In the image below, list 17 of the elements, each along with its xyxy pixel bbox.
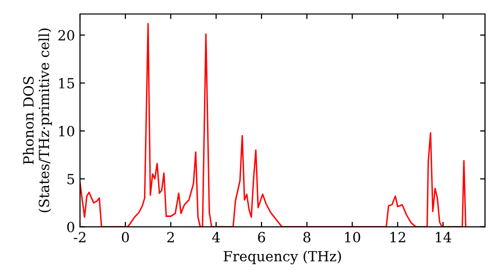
y-axis-title: Phonon DOS (States/THz·primitive cell) (22, 28, 52, 212)
x-tick-label: -2 (74, 232, 86, 242)
y-tick-label: 15 (59, 78, 74, 88)
y-tick-label: 20 (58, 30, 74, 41)
x-tick-label: 12 (390, 232, 406, 242)
x-tick-label: 6 (258, 232, 266, 242)
y-tick-label: 0 (67, 222, 74, 232)
x-tick-label: 4 (212, 232, 220, 242)
x-tick-label: 14 (436, 232, 452, 242)
x-tick-label: 2 (167, 232, 174, 242)
y-tick-label: 5 (67, 174, 74, 184)
x-tick-label: 10 (345, 232, 360, 242)
x-tick-label: 0 (122, 232, 129, 242)
x-axis-title: Frequency (THz) (224, 250, 341, 264)
y-tick-label: 10 (59, 126, 74, 136)
line-series (80, 22, 466, 227)
x-tick-label: 8 (303, 232, 310, 242)
